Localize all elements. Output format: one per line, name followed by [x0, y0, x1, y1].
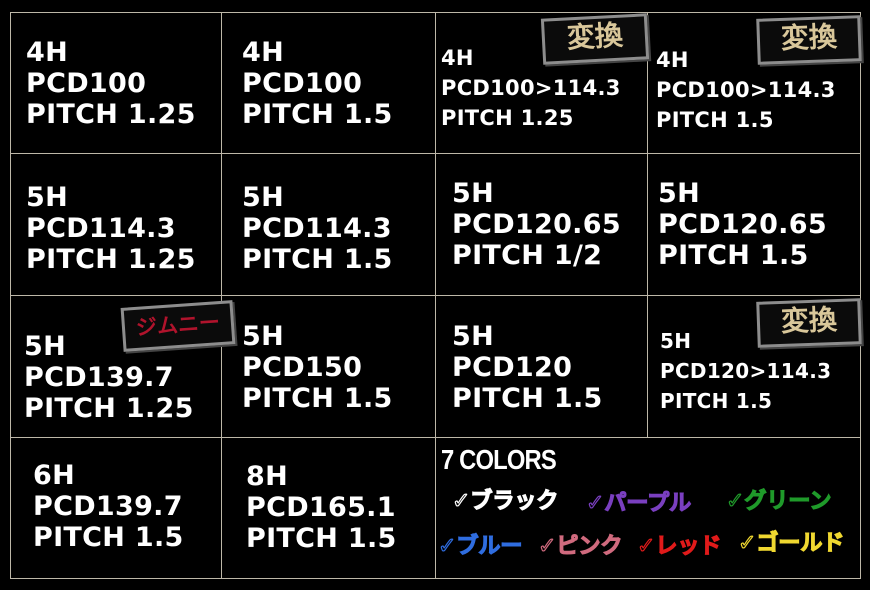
pcd: PCD100>114.3	[656, 78, 836, 102]
pitch: PITCH 1.5	[33, 522, 184, 553]
pitch: PITCH 1.5	[242, 244, 393, 275]
pitch: PITCH 1.5	[656, 108, 774, 132]
pcd: PCD120>114.3	[660, 359, 832, 383]
holes: 5H	[24, 331, 66, 362]
holes: 8H	[246, 461, 288, 492]
holes: 4H	[242, 37, 284, 68]
pcd: PCD120	[452, 352, 573, 383]
spec-cell: 5H PCD120.65 PITCH 1.5	[658, 178, 827, 271]
spec-cell: 5H PCD114.3 PITCH 1.5	[242, 182, 393, 275]
color-item-red: ✓レッド	[636, 533, 722, 559]
spec-cell: 6H PCD139.7 PITCH 1.5	[33, 460, 184, 553]
colors-title: 7 COLORS	[441, 444, 557, 475]
pcd: PCD120.65	[658, 209, 827, 240]
grid-line	[860, 12, 861, 578]
holes: 5H	[660, 329, 692, 353]
pitch: PITCH 1.25	[26, 244, 196, 275]
conversion-badge: 変換	[540, 13, 650, 65]
holes: 5H	[452, 321, 494, 352]
pcd: PCD139.7	[33, 491, 183, 522]
grid-line	[435, 12, 436, 578]
grid-line	[647, 12, 648, 437]
grid-line	[10, 578, 861, 579]
pitch: PITCH 1.25	[441, 106, 574, 130]
pitch: PITCH 1.5	[242, 99, 393, 130]
pitch: PITCH 1.5	[246, 523, 397, 554]
color-item-purple: ✓パープル	[585, 490, 692, 516]
grid-line	[10, 12, 11, 578]
pcd: PCD100	[242, 68, 363, 99]
spec-cell: 5H PCD120 PITCH 1.5	[452, 321, 603, 414]
pitch: PITCH 1.25	[24, 393, 194, 424]
pcd: PCD120.65	[452, 209, 621, 240]
spec-cell: 4H PCD100 PITCH 1.25	[26, 37, 196, 130]
color-item-blue: ✓ブルー	[437, 533, 523, 559]
jimny-badge: ジムニー	[120, 300, 236, 352]
holes: 5H	[26, 182, 68, 213]
pitch: PITCH 1.5	[660, 389, 773, 413]
spec-cell: 5H PCD114.3 PITCH 1.25	[26, 182, 196, 275]
spec-cell: 8H PCD165.1 PITCH 1.5	[246, 461, 397, 554]
pcd: PCD150	[242, 352, 363, 383]
holes: 4H	[441, 46, 474, 70]
spec-cell: 5H PCD120>114.3 PITCH 1.5	[660, 326, 831, 416]
conversion-badge: 変換	[756, 15, 862, 65]
holes: 5H	[242, 321, 284, 352]
pitch: PITCH 1.5	[452, 383, 603, 414]
pitch: PITCH 1.5	[658, 240, 809, 271]
pcd: PCD165.1	[246, 492, 396, 523]
pcd: PCD100>114.3	[441, 76, 621, 100]
holes: 4H	[26, 37, 68, 68]
pcd: PCD114.3	[26, 213, 176, 244]
spec-cell: 4H PCD100>114.3 PITCH 1.25	[441, 43, 621, 133]
spec-cell: 5H PCD139.7 PITCH 1.25	[24, 331, 194, 424]
spec-cell: 5H PCD120.65 PITCH 1/2	[452, 178, 621, 271]
color-item-gold: ✓ゴールド	[737, 530, 845, 556]
holes: 4H	[656, 48, 689, 72]
pitch: PITCH 1.5	[242, 383, 393, 414]
spec-cell: 4H PCD100>114.3 PITCH 1.5	[656, 45, 836, 135]
spec-cell: 4H PCD100 PITCH 1.5	[242, 37, 393, 130]
pitch: PITCH 1/2	[452, 240, 603, 271]
color-item-pink: ✓ピンク	[537, 533, 623, 559]
pitch: PITCH 1.25	[26, 99, 196, 130]
conversion-badge: 変換	[756, 298, 862, 348]
pcd: PCD100	[26, 68, 147, 99]
holes: 6H	[33, 460, 75, 491]
holes: 5H	[658, 178, 700, 209]
spec-cell: 5H PCD150 PITCH 1.5	[242, 321, 393, 414]
color-item-green: ✓グリーン	[725, 488, 832, 514]
holes: 5H	[242, 182, 284, 213]
grid-line	[221, 12, 222, 578]
holes: 5H	[452, 178, 494, 209]
pcd: PCD139.7	[24, 362, 174, 393]
color-item-black: ✓ブラック	[451, 488, 559, 514]
pcd: PCD114.3	[242, 213, 392, 244]
